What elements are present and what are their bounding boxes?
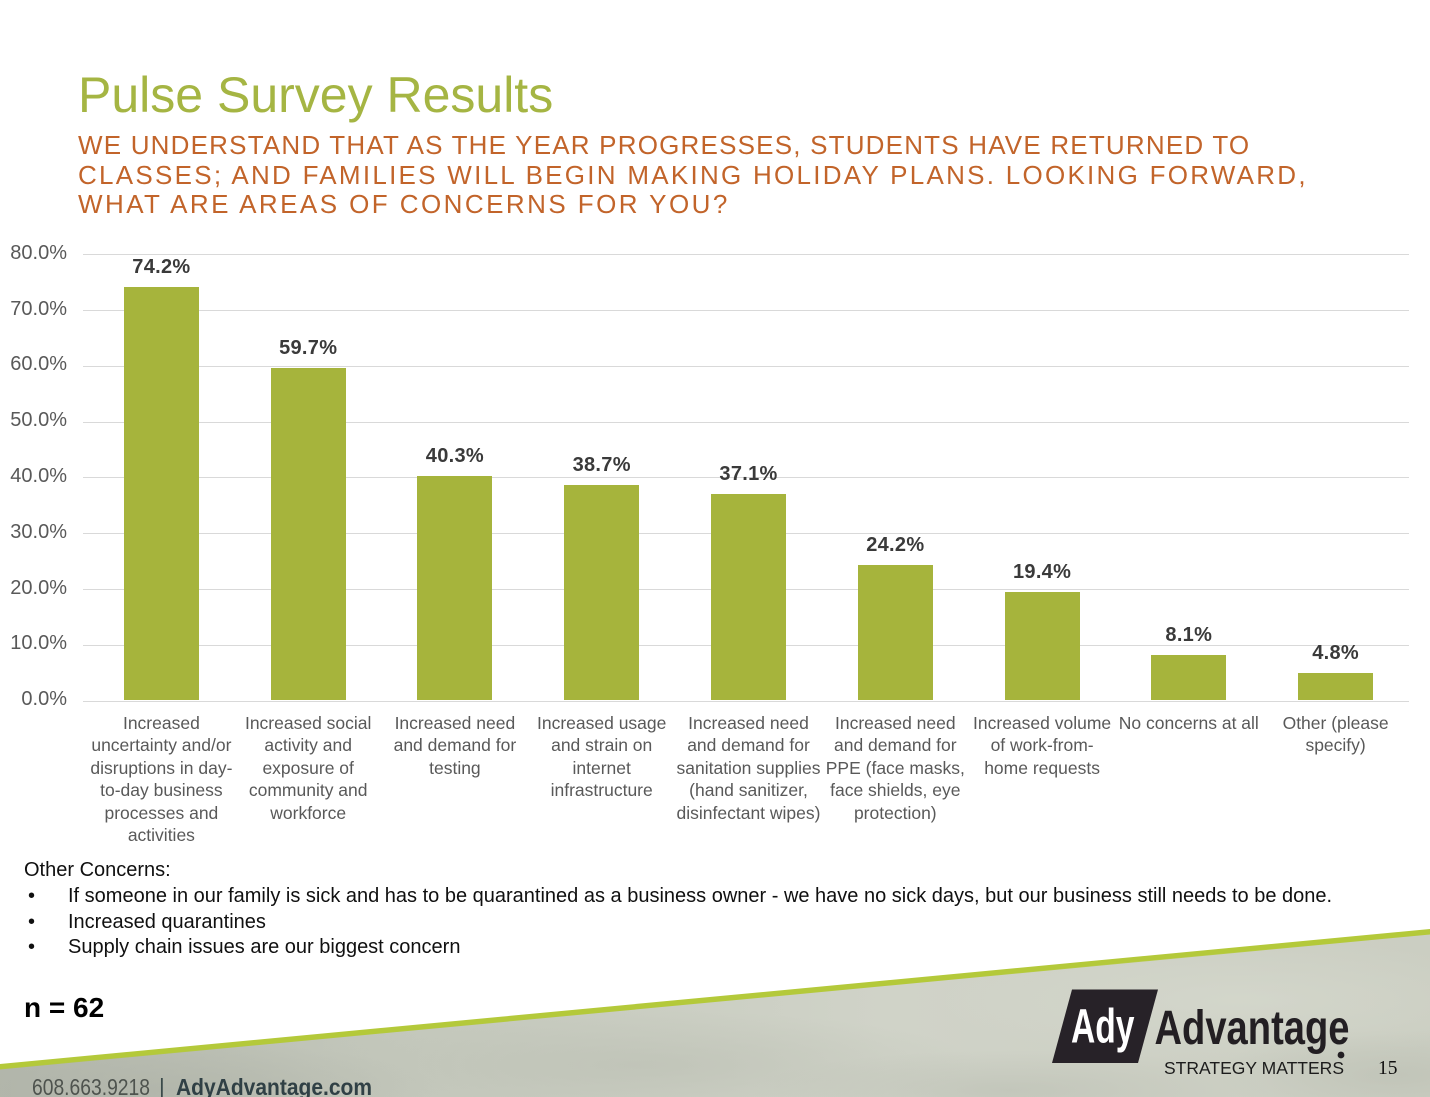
svg-text:|: | — [159, 1074, 165, 1097]
svg-text:Advantage: Advantage — [1155, 1002, 1350, 1055]
svg-text:AdyAdvantage.com: AdyAdvantage.com — [176, 1074, 372, 1097]
svg-text:STRATEGY MATTERS: STRATEGY MATTERS — [1164, 1058, 1344, 1078]
svg-text:15: 15 — [1378, 1058, 1398, 1079]
svg-text:608.663.9218: 608.663.9218 — [32, 1074, 150, 1097]
svg-text:Ady: Ady — [1071, 1001, 1135, 1054]
